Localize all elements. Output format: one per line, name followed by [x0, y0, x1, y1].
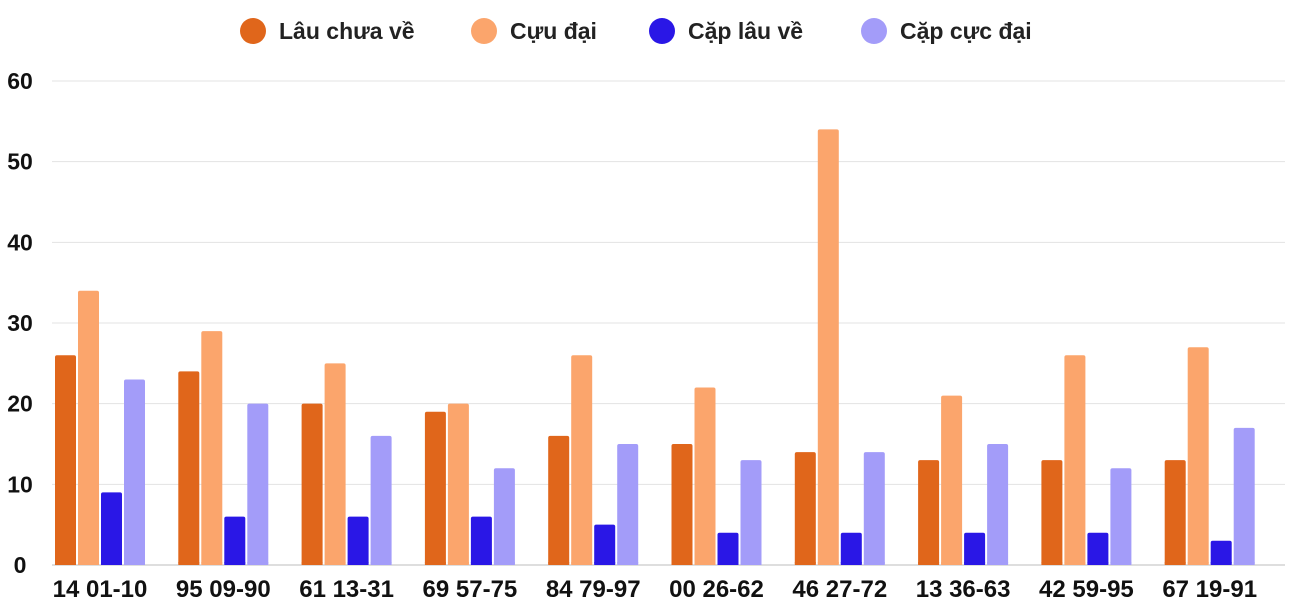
bar	[941, 395, 963, 565]
legend-swatch	[240, 18, 266, 44]
gridlines	[52, 80, 1285, 566]
bar	[964, 532, 986, 565]
bar	[55, 355, 76, 565]
y-tick-label: 0	[14, 552, 27, 578]
bar	[1210, 540, 1232, 565]
legend-item: Cựu đại	[471, 18, 597, 44]
bar	[1110, 468, 1132, 565]
y-tick-label: 20	[7, 391, 33, 417]
bar	[571, 355, 593, 565]
y-axis: 0 10 20 30 40 50 60	[7, 68, 33, 578]
legend-label: Lâu chưa về	[279, 18, 415, 44]
bar	[918, 460, 940, 565]
legend-item: Lâu chưa về	[240, 18, 415, 44]
x-tick-label: 42 59-95	[1039, 576, 1134, 600]
y-tick-label: 30	[7, 310, 33, 336]
bar	[717, 532, 739, 565]
bar	[987, 444, 1009, 565]
x-tick-label: 14 01-10	[53, 576, 148, 600]
bar	[247, 403, 269, 565]
bar	[817, 129, 839, 565]
y-tick-label: 60	[7, 68, 33, 94]
bar	[178, 371, 200, 565]
bar	[370, 435, 392, 565]
bar	[548, 435, 570, 565]
bar	[840, 532, 862, 565]
bar	[224, 516, 246, 565]
legend-swatch	[649, 18, 675, 44]
bar	[201, 331, 223, 565]
bar	[694, 387, 716, 565]
bar	[301, 403, 323, 565]
bar	[794, 452, 816, 565]
x-tick-label: 00 26-62	[669, 576, 764, 600]
bar	[493, 468, 515, 565]
bar	[671, 444, 693, 565]
bar	[447, 403, 469, 565]
bar	[740, 460, 762, 565]
bar	[1064, 355, 1086, 565]
bar	[1164, 460, 1186, 565]
bar	[1041, 460, 1063, 565]
bar	[617, 444, 639, 565]
bar	[1087, 532, 1109, 565]
bar	[347, 516, 369, 565]
x-tick-label: 46 27-72	[792, 576, 887, 600]
legend-swatch	[471, 18, 497, 44]
bar	[101, 492, 122, 565]
bar	[124, 379, 145, 565]
y-tick-label: 40	[7, 229, 33, 255]
x-tick-label: 67 19-91	[1162, 576, 1257, 600]
x-tick-label: 95 09-90	[176, 576, 271, 600]
x-tick-label: 13 36-63	[916, 576, 1011, 600]
legend-label: Cặp cực đại	[900, 18, 1032, 44]
bar	[470, 516, 492, 565]
bars	[55, 129, 1255, 565]
legend-item: Cặp cực đại	[861, 18, 1032, 44]
x-tick-label: 61 13-31	[299, 576, 394, 600]
y-tick-label: 50	[7, 149, 33, 175]
bar	[1187, 347, 1209, 565]
legend-item: Cặp lâu về	[649, 18, 803, 44]
bar	[863, 452, 885, 565]
bar	[424, 411, 446, 565]
bar	[1233, 427, 1255, 565]
legend-label: Cặp lâu về	[688, 18, 803, 44]
y-tick-label: 10	[7, 471, 33, 497]
legend-swatch	[861, 18, 887, 44]
legend: Lâu chưa về Cựu đại Cặp lâu về Cặp cực đại	[240, 18, 1032, 44]
bar	[594, 524, 616, 565]
x-axis: 14 01-10 95 09-90 61 13-31 69 57-75 84 79-97…	[53, 576, 1257, 600]
x-tick-label: 69 57-75	[423, 576, 518, 600]
x-tick-label: 84 79-97	[546, 576, 641, 600]
bar	[78, 290, 99, 565]
legend-label: Cựu đại	[510, 18, 597, 44]
bar	[324, 363, 346, 565]
